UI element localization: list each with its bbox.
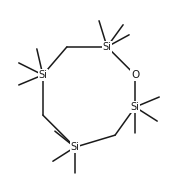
Text: Si: Si (131, 102, 140, 112)
Text: O: O (131, 70, 139, 80)
Text: Si: Si (70, 142, 79, 152)
Text: Si: Si (38, 70, 47, 80)
Text: Si: Si (103, 42, 112, 52)
